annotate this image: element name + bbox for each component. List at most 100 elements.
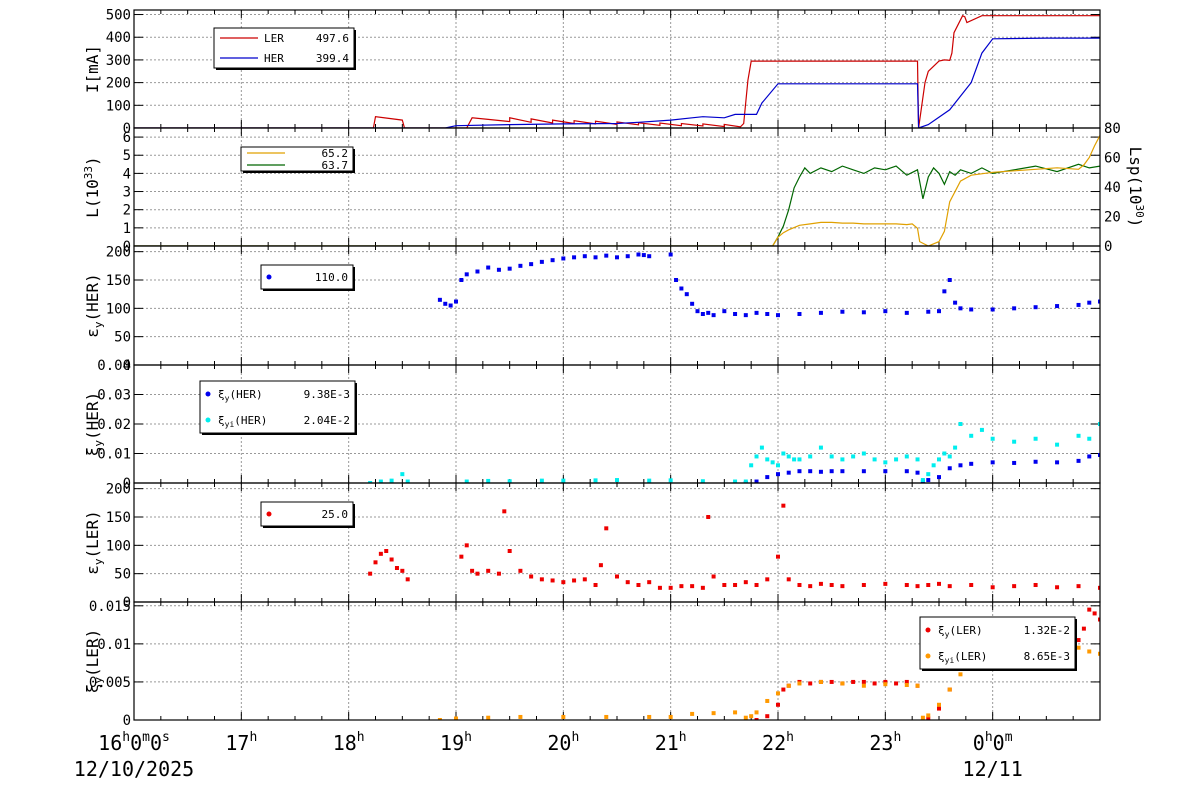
data-point [829,454,834,459]
data-point [539,259,544,264]
x-tick-label: 19h [440,730,472,755]
data-point [947,466,952,471]
data-point [1012,460,1017,465]
legend-name: HER [264,52,284,65]
data-point [625,580,630,585]
data-point [969,461,974,466]
data-point [1076,458,1081,463]
data-point [937,457,941,462]
y-tick-label: 400 [106,30,131,46]
legend: LER 497.6 HER 399.4 [213,27,356,70]
data-point [679,286,684,291]
data-point [706,310,711,315]
data-point [1092,611,1097,616]
data-point [1033,583,1038,587]
series-lsp-line [134,135,1100,246]
data-point [754,310,759,315]
data-point [561,580,566,585]
legend-swatch [205,391,211,397]
series--yi-her--points [368,422,1100,483]
data-point [818,310,823,315]
y-right-axis-label: Lsp(1030) [1126,147,1146,228]
data-point [464,272,469,277]
data-point [1081,626,1086,631]
y-tick-label: 0 [123,239,131,255]
series-ler-line [134,14,1100,128]
y-tick-label: 0.015 [89,599,131,615]
data-point [958,463,963,468]
data-point [894,681,899,686]
y-tick-label: 6 [123,130,131,146]
x-tick-label: 0h0m [973,730,1013,755]
data-point [765,698,770,703]
x-tick-label: 20h [547,730,579,755]
data-point [979,427,984,432]
data-point [743,479,748,483]
legend-value: 8.65E-3 [1024,650,1070,663]
data-point [668,714,673,719]
data-point [378,551,383,556]
legend-value: 2.04E-2 [304,414,350,427]
data-point [593,255,598,260]
data-point [459,554,464,559]
data-point [1098,585,1100,590]
x-tick-label: 21h [655,730,687,755]
data-point [953,445,958,450]
data-point [904,454,909,459]
data-point [572,255,577,260]
data-point [1033,305,1038,310]
data-point [690,584,695,589]
data-point [781,503,786,508]
y-axis-label: εy(HER) [83,273,105,337]
data-point [389,557,394,562]
data-point [561,256,566,261]
data-point [1087,454,1092,459]
legend-entry: 65.2 [247,147,348,160]
series-ler-points [368,503,1100,590]
y-tick-label: 100 [106,301,131,317]
data-point [507,266,512,271]
data-point [647,714,652,719]
data-point [904,310,909,315]
legend-name: ξyi(HER) [218,414,267,429]
data-point [765,312,770,316]
y-tick-label: 0 [123,595,131,611]
legend-entry: LER 497.6 [220,32,349,45]
data-point [990,460,995,465]
legend-box [260,501,354,527]
data-point [405,577,410,582]
y-right-tick-label: 60 [1104,151,1121,167]
data-point [861,469,866,474]
data-point [904,583,909,587]
data-point [937,475,941,480]
data-point [931,463,936,468]
data-point [883,581,888,586]
y-tick-label: 500 [106,8,131,24]
data-point [486,265,491,270]
data-point [861,310,866,315]
data-point [405,479,410,483]
y-axis-label: ξy(LER) [83,629,105,693]
x-tick-label: 18h [333,730,365,755]
y-tick-label: 0.01 [97,447,131,463]
panel-tuneshift_ler: 0 0.005 0.01 0.015 ξy(LER) ξy(LER) 1.32E-2 ξyi(… [83,599,1101,729]
data-point [776,554,780,559]
data-point [496,267,501,272]
data-point [475,571,480,576]
legend: ξy(HER) 9.38E-3 ξyi(HER) 2.04E-2 [199,380,357,435]
y-tick-label: 3 [123,185,131,201]
data-point [942,289,947,294]
data-point [507,549,512,553]
data-point [615,255,619,260]
data-point [529,574,534,579]
data-point [797,469,802,474]
data-point [550,258,555,263]
data-point [920,715,925,720]
y-right-tick-label: 0 [1104,239,1112,255]
data-point [754,454,759,459]
y-tick-label: 0.04 [97,358,131,374]
data-point [776,463,780,468]
